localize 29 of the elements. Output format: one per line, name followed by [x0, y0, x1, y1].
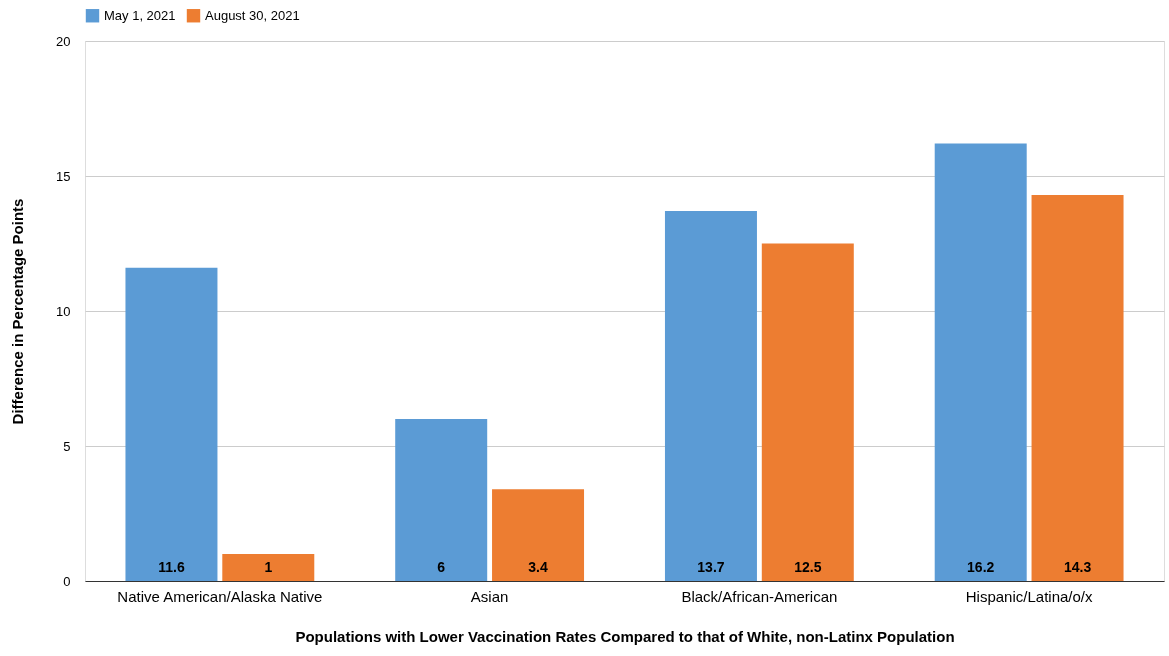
bar: [664, 211, 757, 581]
y-tick-label: 0: [63, 573, 71, 589]
legend-label: May 1, 2021: [104, 7, 176, 23]
data-label: 1: [264, 559, 273, 575]
x-tick-label: Asian: [470, 587, 509, 605]
x-tick-label: Native American/Alaska Native: [117, 587, 323, 605]
bar: [934, 143, 1027, 581]
bar: [1031, 194, 1124, 581]
data-label: 14.3: [1063, 559, 1092, 575]
bar: [125, 267, 218, 581]
data-label: 16.2: [967, 559, 995, 575]
y-tick-label: 5: [63, 438, 71, 454]
x-tick-label: Hispanic/Latina/o/x: [965, 587, 1093, 605]
data-label: 11.6: [158, 559, 185, 575]
data-label: 3.4: [528, 559, 548, 575]
bar: [395, 419, 488, 581]
data-label: 6: [437, 559, 446, 575]
data-label: 12.5: [794, 559, 822, 575]
bar: [492, 489, 585, 581]
legend-label: August 30, 2021: [205, 7, 300, 23]
y-tick-label: 15: [56, 168, 71, 184]
bar: [761, 243, 854, 581]
y-tick-label: 20: [56, 33, 71, 49]
data-label: 13.7: [697, 559, 725, 575]
y-axis-title: Difference in Percentage Points: [9, 198, 27, 425]
y-tick-label: 10: [56, 303, 71, 319]
bar: [222, 554, 315, 581]
x-tick-label: Black/African-American: [681, 587, 838, 605]
x-axis-title: Populations with Lower Vaccination Rates Compared to that of White, non-Latinx Population: [295, 627, 955, 645]
